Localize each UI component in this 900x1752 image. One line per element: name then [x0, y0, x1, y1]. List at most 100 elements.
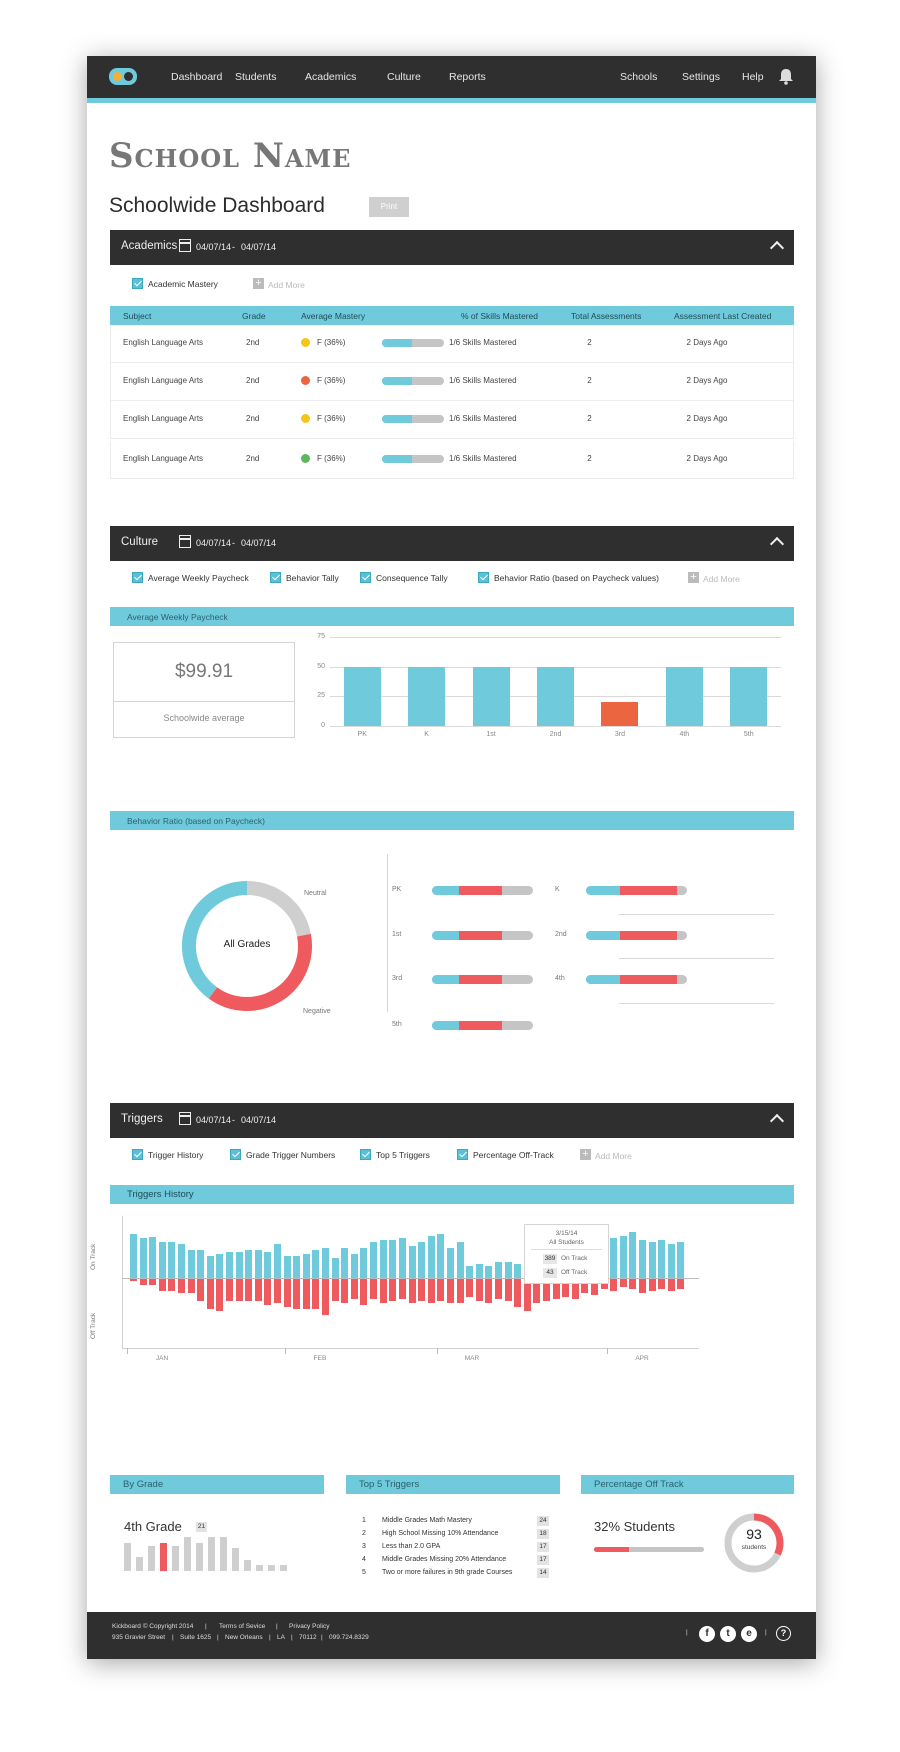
off-track-bar[interactable] [437, 1279, 445, 1301]
off-track-bar[interactable] [178, 1279, 186, 1293]
on-track-bar[interactable] [139, 1238, 147, 1278]
off-track-bar[interactable] [322, 1279, 330, 1315]
on-track-bar[interactable] [293, 1256, 301, 1278]
grade-bar[interactable] [196, 1542, 203, 1571]
trigger-label[interactable]: Two or more failures in 9th grade Course… [382, 1569, 513, 1576]
off-track-bar[interactable] [341, 1279, 349, 1303]
off-track-bar[interactable] [552, 1279, 560, 1299]
off-track-bar[interactable] [283, 1279, 291, 1307]
on-track-bar[interactable] [446, 1248, 454, 1278]
on-track-bar[interactable] [322, 1248, 330, 1278]
on-track-bar[interactable] [130, 1234, 137, 1278]
nav-settings[interactable]: Settings [682, 71, 720, 83]
on-track-bar[interactable] [302, 1254, 310, 1278]
on-track-bar[interactable] [379, 1240, 387, 1278]
on-track-bar[interactable] [235, 1252, 243, 1278]
bar-4th[interactable] [665, 666, 703, 726]
grade-bar[interactable] [124, 1542, 131, 1571]
add-more-icon[interactable]: + [580, 1149, 591, 1160]
on-track-bar[interactable] [206, 1256, 214, 1278]
off-track-bar[interactable] [418, 1279, 426, 1301]
off-track-bar[interactable] [187, 1279, 195, 1293]
on-track-bar[interactable] [226, 1252, 234, 1278]
off-track-bar[interactable] [312, 1279, 320, 1309]
date-to[interactable]: 04/07/14 [241, 538, 277, 548]
checkbox-behavior-ratio[interactable] [478, 572, 489, 583]
on-track-bar[interactable] [350, 1254, 358, 1278]
off-track-bar[interactable] [629, 1279, 637, 1289]
calendar-icon[interactable] [179, 239, 191, 252]
on-track-bar[interactable] [485, 1266, 493, 1278]
chevron-up-icon[interactable] [769, 1113, 785, 1129]
on-track-bar[interactable] [370, 1242, 378, 1278]
on-track-bar[interactable] [677, 1242, 685, 1278]
on-track-bar[interactable] [418, 1242, 426, 1278]
checkbox-consequence-tally[interactable] [360, 572, 371, 583]
privacy-link[interactable]: Privacy Policy [289, 1623, 330, 1630]
checkbox-academic-mastery[interactable] [132, 278, 143, 289]
off-track-bar[interactable] [677, 1279, 685, 1289]
off-track-bar[interactable] [446, 1279, 454, 1303]
col-grade[interactable]: Grade [242, 311, 266, 321]
checkbox-weekly-paycheck[interactable] [132, 572, 143, 583]
on-track-bar[interactable] [274, 1244, 282, 1278]
grade-bar[interactable] [244, 1559, 251, 1571]
off-track-bar[interactable] [658, 1279, 666, 1289]
grade-bar[interactable] [172, 1545, 179, 1571]
twitter-icon[interactable]: t [720, 1626, 736, 1642]
on-track-bar[interactable] [667, 1244, 675, 1278]
grade-bar[interactable] [184, 1537, 191, 1571]
trigger-label[interactable]: Middle Grades Math Mastery [382, 1517, 472, 1524]
checkbox-percentage-off-track[interactable] [457, 1149, 468, 1160]
print-button[interactable]: Print [369, 197, 409, 217]
on-track-bar[interactable] [168, 1242, 176, 1278]
off-track-bar[interactable] [331, 1279, 339, 1301]
bar-1st[interactable] [472, 666, 510, 726]
off-track-bar[interactable] [302, 1279, 310, 1309]
date-from[interactable]: 04/07/14 [196, 242, 232, 252]
col-skills-mastered[interactable]: % of Skills Mastered [461, 311, 538, 321]
culture-section-header[interactable]: Culture 04/07/14 - 04/07/14 [110, 526, 794, 561]
on-track-bar[interactable] [514, 1264, 522, 1278]
chevron-up-icon[interactable] [769, 536, 785, 552]
trigger-label[interactable]: Middle Grades Missing 20% Attendance [382, 1556, 507, 1563]
off-track-bar[interactable] [667, 1279, 675, 1291]
off-track-bar[interactable] [398, 1279, 406, 1299]
table-row[interactable] [110, 363, 794, 401]
col-average-mastery[interactable]: Average Mastery [301, 311, 366, 321]
bar-3rd[interactable] [601, 702, 639, 726]
off-track-bar[interactable] [197, 1279, 205, 1301]
col-subject[interactable]: Subject [123, 311, 152, 321]
email-icon[interactable]: e [741, 1626, 757, 1642]
on-track-bar[interactable] [638, 1240, 646, 1278]
on-track-bar[interactable] [283, 1256, 291, 1278]
off-track-bar[interactable] [485, 1279, 493, 1303]
bar-5th[interactable] [730, 666, 768, 726]
add-more-link[interactable]: Add More [268, 280, 305, 290]
grade-bar[interactable] [136, 1556, 143, 1571]
on-track-bar[interactable] [178, 1244, 186, 1278]
on-track-bar[interactable] [389, 1240, 397, 1278]
on-track-bar[interactable] [466, 1266, 474, 1278]
on-track-bar[interactable] [408, 1246, 416, 1278]
off-track-bar[interactable] [542, 1279, 550, 1301]
grade-bar[interactable] [148, 1545, 155, 1571]
trigger-label[interactable]: Less than 2.0 GPA [382, 1543, 441, 1550]
off-track-bar[interactable] [168, 1279, 176, 1291]
off-track-bar[interactable] [149, 1279, 157, 1285]
add-more-icon[interactable]: + [253, 278, 264, 289]
on-track-bar[interactable] [264, 1252, 272, 1278]
off-track-bar[interactable] [360, 1279, 368, 1305]
off-track-bar[interactable] [466, 1279, 474, 1297]
off-track-bar[interactable] [533, 1279, 541, 1303]
trigger-label[interactable]: High School Missing 10% Attendance [382, 1530, 499, 1537]
grade-bar[interactable] [256, 1565, 263, 1571]
grade-bar[interactable] [208, 1537, 215, 1571]
off-track-bar[interactable] [590, 1279, 598, 1295]
off-track-bar[interactable] [274, 1279, 282, 1303]
add-more-icon[interactable]: + [688, 572, 699, 583]
checkbox-behavior-tally[interactable] [270, 572, 281, 583]
nav-students[interactable]: Students [235, 71, 277, 83]
checkbox-trigger-history[interactable] [132, 1149, 143, 1160]
on-track-bar[interactable] [658, 1240, 666, 1278]
